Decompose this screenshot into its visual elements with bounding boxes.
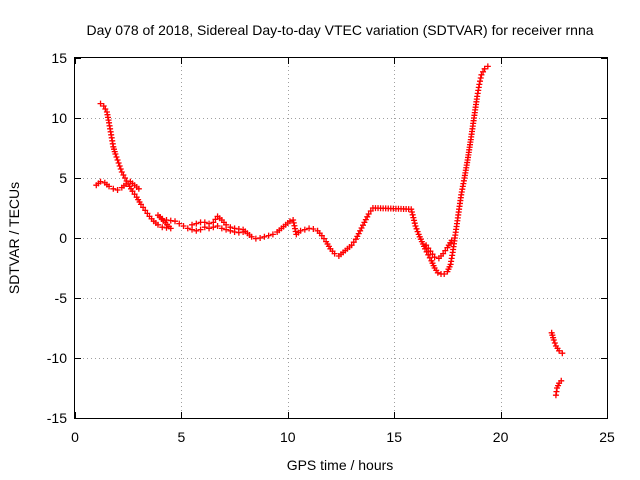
y-axis-label: SDTVAR / TECUs (6, 182, 22, 294)
data-point (248, 233, 255, 240)
data-point (412, 223, 419, 229)
data-point (114, 157, 121, 163)
x-tick-label: 5 (178, 429, 186, 445)
data-point (310, 226, 317, 232)
data-point (408, 206, 415, 213)
data-point (114, 187, 121, 193)
data-point (410, 214, 417, 221)
x-tick-label: 25 (599, 429, 615, 445)
data-point (484, 63, 491, 70)
data-point (115, 160, 122, 166)
data-point (97, 178, 104, 185)
y-tick-label: 10 (51, 110, 67, 126)
data-point (197, 226, 204, 233)
y-tick-label: -10 (47, 350, 67, 366)
x-tick-label: 15 (386, 429, 402, 445)
plot-frame (74, 57, 608, 419)
data-point (269, 231, 276, 238)
data-point (135, 185, 142, 192)
data-point (408, 209, 415, 215)
data-point (110, 185, 117, 192)
data-point (559, 350, 566, 357)
data-point (261, 233, 268, 240)
data-point (441, 271, 448, 277)
data-point (362, 216, 369, 223)
data-point (227, 224, 234, 231)
data-point (116, 163, 123, 169)
data-point (117, 166, 124, 172)
x-tick-label: 0 (71, 429, 79, 445)
data-point (184, 225, 191, 232)
data-point (411, 217, 418, 224)
data-point (214, 223, 221, 229)
data-point (189, 221, 196, 228)
data-point (551, 340, 558, 346)
axis-ticks: 0 5 10 15 20 25 -15 -10 -5 0 5 10 15 (47, 50, 615, 445)
x-axis-label: GPS time / hours (287, 457, 394, 473)
data-point (301, 226, 308, 233)
data-point (558, 377, 565, 384)
data-point (448, 237, 455, 244)
x-tick-label: 10 (280, 429, 296, 445)
data-point (257, 235, 264, 241)
data-point (113, 154, 120, 160)
data-point (265, 232, 272, 239)
y-tick-label: -5 (55, 290, 68, 306)
data-point (97, 100, 104, 107)
data-point (297, 227, 304, 234)
x-tick-label: 20 (493, 429, 509, 445)
data-point (414, 228, 421, 235)
y-tick-label: 0 (59, 230, 67, 246)
data-point (154, 221, 161, 228)
data-point (556, 347, 563, 354)
data-point (159, 215, 166, 222)
data-point (409, 211, 416, 218)
data-point (286, 218, 293, 225)
data-point (434, 269, 441, 276)
data-point (218, 225, 225, 232)
data-point (361, 219, 368, 226)
data-point (331, 250, 338, 257)
y-tick-label: -15 (47, 410, 67, 426)
data-point (172, 218, 179, 225)
data-point (358, 225, 365, 231)
data-point (477, 78, 484, 85)
data-point (106, 183, 113, 190)
grid (75, 58, 607, 418)
data-point (550, 337, 557, 343)
data-points (93, 63, 566, 399)
chart-title: Day 078 of 2018, Sidereal Day-to-day VTE… (86, 22, 593, 38)
data-point (411, 220, 418, 227)
data-point (477, 75, 484, 81)
data-point (481, 65, 488, 72)
data-point (223, 221, 230, 228)
data-point (431, 254, 438, 261)
data-point (201, 219, 208, 226)
data-point (357, 227, 364, 234)
data-point (359, 222, 366, 229)
data-point (193, 220, 200, 227)
data-point (193, 227, 200, 234)
data-point (180, 223, 187, 229)
data-point (476, 81, 483, 88)
data-point (112, 151, 119, 157)
y-tick-label: 5 (59, 170, 67, 186)
data-point (355, 230, 362, 237)
data-point (413, 225, 420, 232)
y-tick-label: 15 (51, 50, 67, 66)
data-point (206, 220, 213, 227)
data-point (364, 213, 371, 220)
data-point (176, 220, 183, 227)
